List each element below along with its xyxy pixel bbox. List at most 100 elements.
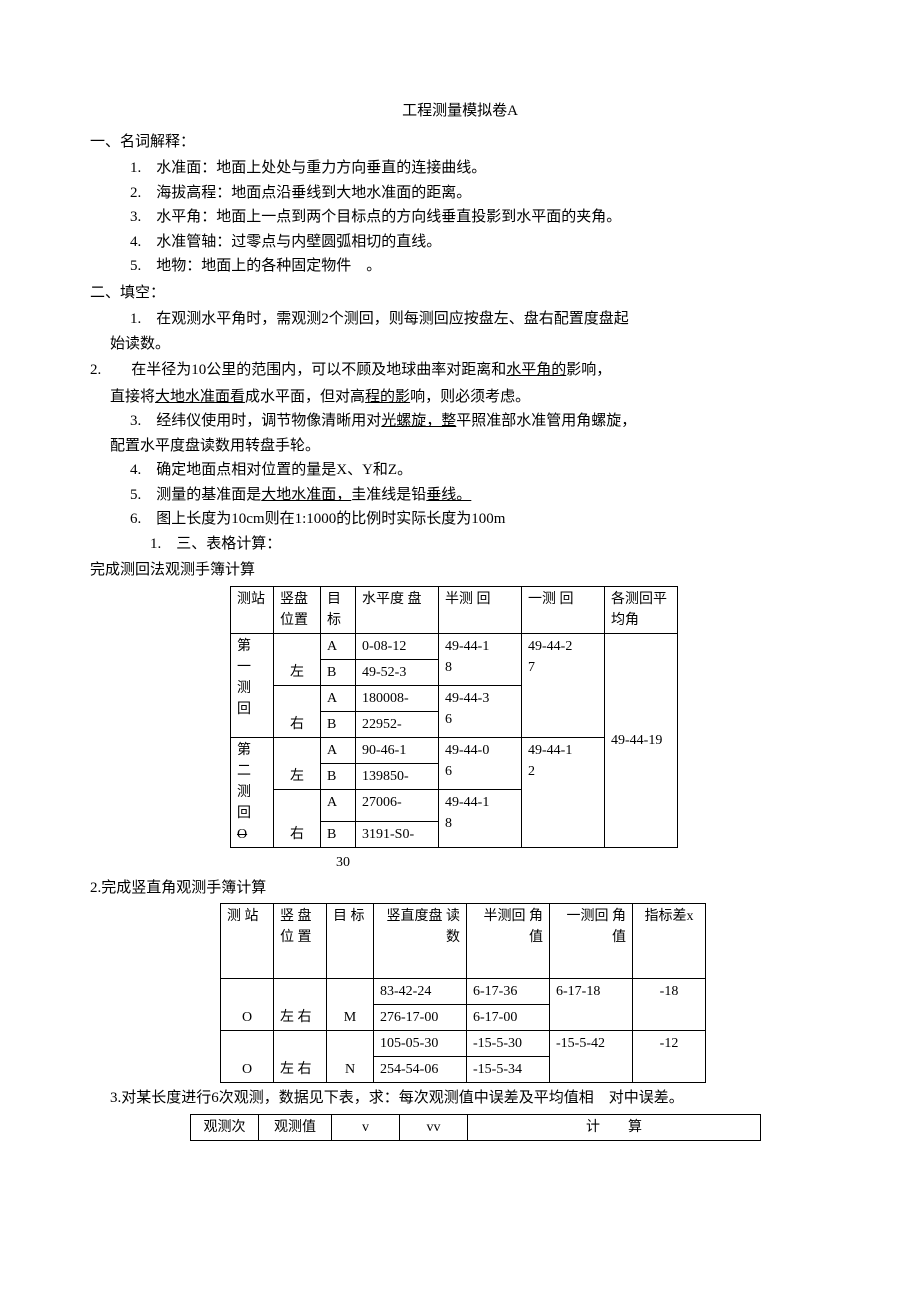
page-title: 工程测量模拟卷A [90,100,830,123]
t1-tgt: A [321,737,356,763]
t2-half: 6-17-00 [467,1005,550,1031]
t1-h4: 半测 回 [439,586,522,633]
sec2-i2b-pre: 直接将 [110,389,155,405]
section-2-heading: 二、填空： [90,282,830,305]
t1-pos: 左 [274,633,321,685]
table3-caption: 3.对某长度进行6次观测，数据见下表，求：每次观测值中误差及平均值相 对中误差。 [110,1087,830,1110]
sec1-item-2: 2. 海拔高程：地面点沿垂线到大地水准面的距离。 [130,182,830,205]
t1-half: 49-44-18 [439,789,522,847]
t1-pos: 左 [274,737,321,789]
table2-caption: 2.完成竖直角观测手簿计算 [90,877,830,900]
sec2-i3a-text: 3. 经纬仪使用时，调节物像清晰用对 [130,413,381,429]
t3-h2: v [332,1114,400,1140]
t2-half: 6-17-36 [467,979,550,1005]
sec2-i3a-u: 光螺旋，整 [381,413,456,429]
section-1-heading: 一、名词解释： [90,131,830,154]
sec2-i2a-underline: 水平角的 [506,362,566,378]
sec2-item-1b: 始读数。 [110,333,830,356]
t1-dial: 0-08-12 [356,633,439,659]
table-row: 观测次 观测值 v vv 计 算 [191,1114,761,1140]
t1-half: 49-44-36 [439,685,522,737]
t2-tgt: N [327,1031,374,1083]
t1-tgt: B [321,711,356,737]
t2-dial: 254-54-06 [374,1057,467,1083]
t1-tgt: A [321,789,356,821]
t2-st: O [221,979,274,1031]
t2-h4: 半测回 角值 [467,904,550,979]
t1-tgt: B [321,821,356,847]
sec2-i3a-end: 平照准部水准管用角螺旋， [456,413,636,429]
sec2-i2b-end: 响，则必须考虑。 [410,389,530,405]
table-row: 测 站 竖 盘位 置 目 标 竖直度盘 读数 半测回 角值 一测回 角值 指标差… [221,904,706,979]
t2-h6: 指标差x [633,904,706,979]
table-row: 第一测回 左 A 0-08-12 49-44-18 49-44-27 49-44… [231,633,678,659]
sec2-item-3a: 3. 经纬仪使用时，调节物像清晰用对光螺旋，整平照准部水准管用角螺旋， [130,410,830,433]
sec2-item-7: 1. 三、表格计算： [150,533,830,556]
sec2-i5-pre: 5. 测量的基准面是 [130,487,261,503]
t3-h4: 计 算 [468,1114,761,1140]
t1-avg: 49-44-19 [605,633,678,847]
table1-caption: 完成测回法观测手簿计算 [90,559,830,582]
t1-h6: 各测回平均角 [605,586,678,633]
t2-one: -15-5-42 [550,1031,633,1083]
t1-tgt: A [321,633,356,659]
table-1: 测站 竖盘位置 目标 水平度 盘 半测 回 一测 回 各测回平均角 第一测回 左… [230,586,678,848]
sec2-item-6: 6. 图上长度为10cm则在1:1000的比例时实际长度为100m [130,508,830,531]
sec2-i5-u1: 大地水准面， [261,487,351,503]
t1-tgt: B [321,659,356,685]
sec2-item-1a: 1. 在观测水平角时，需观测2个测回，则每测回应按盘左、盘右配置度盘起 [130,308,830,331]
t1-station-1: 第一测回 [231,633,274,737]
t1-station-2: 第二测回O [231,737,274,847]
t2-one: 6-17-18 [550,979,633,1031]
t2-half: -15-5-34 [467,1057,550,1083]
t2-half: -15-5-30 [467,1031,550,1057]
t2-dial: 276-17-00 [374,1005,467,1031]
sec1-item-4: 4. 水准管轴：过零点与内壁圆弧相切的直线。 [130,231,830,254]
sec1-item-1: 1. 水准面：地面上处处与重力方向垂直的连接曲线。 [130,157,830,180]
t3-h3: vv [400,1114,468,1140]
table-2: 测 站 竖 盘位 置 目 标 竖直度盘 读数 半测回 角值 一测回 角值 指标差… [220,903,706,1083]
t2-h1: 竖 盘位 置 [274,904,327,979]
sec2-i2b-u2: 程的影 [365,389,410,405]
sec2-item-5: 5. 测量的基准面是大地水准面，圭准线是铅垂线。 [130,484,830,507]
t2-h0: 测 站 [221,904,274,979]
sec2-i2a-end: 影响， [566,362,611,378]
t1-h1: 竖盘位置 [274,586,321,633]
t1-below: 30 [336,852,830,873]
sec2-i2a-text: 2. 在半径为10公里的范围内，可以不顾及地球曲率对距离和 [90,362,506,378]
t1-tgt: B [321,763,356,789]
t1-dial: 27006- [356,789,439,821]
t3-h1: 观测值 [259,1114,332,1140]
t1-dial: 22952- [356,711,439,737]
t1-tgt: A [321,685,356,711]
sec2-i5-u2: 垂线。 [426,487,471,503]
sec2-item-4: 4. 确定地面点相对位置的量是X、Y和Z。 [130,459,830,482]
t2-h5: 一测回 角值 [550,904,633,979]
t2-pos: 左 右 [274,979,327,1031]
t2-x: -18 [633,979,706,1031]
sec2-i2b-u1: 大地水准面看 [155,389,245,405]
t3-h0: 观测次 [191,1114,259,1140]
t1-one: 49-44-12 [522,737,605,847]
t2-h2: 目 标 [327,904,374,979]
t1-dial: 49-52-3 [356,659,439,685]
t1-h5: 一测 回 [522,586,605,633]
sec1-item-3: 3. 水平角：地面上一点到两个目标点的方向线垂直投影到水平面的夹角。 [130,206,830,229]
table-row: O 左 右 N 105-05-30 -15-5-30 -15-5-42 -12 [221,1031,706,1057]
t1-dial: 139850- [356,763,439,789]
t2-st: O [221,1031,274,1083]
sec2-item-2b: 直接将大地水准面看成水平面，但对高程的影响，则必须考虑。 [110,386,830,409]
t1-half: 49-44-18 [439,633,522,685]
sec2-i2b-mid: 成水平面，但对高 [245,389,365,405]
t2-pos: 左 右 [274,1031,327,1083]
table-3: 观测次 观测值 v vv 计 算 [190,1114,761,1141]
t1-half: 49-44-06 [439,737,522,789]
table-row: O 左 右 M 83-42-24 6-17-36 6-17-18 -18 [221,979,706,1005]
t2-x: -12 [633,1031,706,1083]
sec2-item-2a: 2. 在半径为10公里的范围内，可以不顾及地球曲率对距离和水平角的影响， [90,359,830,382]
t2-h3: 竖直度盘 读数 [374,904,467,979]
t1-pos: 右 [274,789,321,847]
t1-h3: 水平度 盘 [356,586,439,633]
t1-h0: 测站 [231,586,274,633]
sec2-item-3b: 配置水平度盘读数用转盘手轮。 [110,435,830,458]
